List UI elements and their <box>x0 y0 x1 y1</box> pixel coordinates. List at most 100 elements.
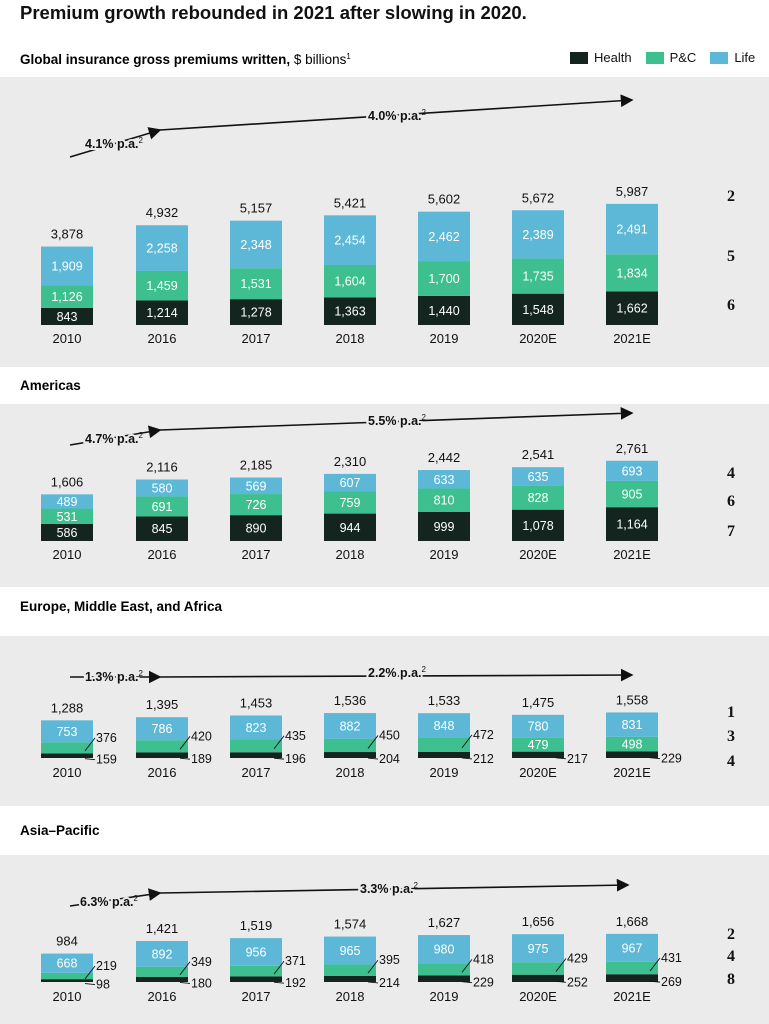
bar-label-2-3-1: 450 <box>379 728 400 742</box>
category-label-3-4: 2019 <box>430 989 459 1004</box>
label-leader-2-6-0 <box>649 757 661 760</box>
cagr-arrow-long-3 <box>159 878 630 894</box>
cagr-life-0: 2 <box>727 188 735 205</box>
category-label-0-0: 2010 <box>53 331 82 346</box>
bar-label-2-2-2: 823 <box>246 721 267 735</box>
bar-label-1-6-0: 1,164 <box>616 518 647 532</box>
bar-total-2-2: 1,453 <box>240 695 273 710</box>
bar-segment-1-0-pc <box>41 508 93 524</box>
bar-label-3-3-2: 965 <box>340 944 361 958</box>
cagr-label-short-1: 4.7% p.a.2 <box>85 431 144 446</box>
label-leader-2-1-1 <box>179 736 191 750</box>
bar-total-0-0: 3,878 <box>51 227 84 242</box>
bar-total-2-3: 1,536 <box>334 693 367 708</box>
bar-label-3-0-2: 668 <box>57 957 78 971</box>
bar-segment-3-2-life <box>230 938 282 966</box>
cagr-arrow-short-3 <box>69 888 162 907</box>
bar-label-3-0-1: 219 <box>96 959 117 973</box>
bar-total-1-5: 2,541 <box>522 447 555 462</box>
label-leader-3-6-1 <box>649 957 661 972</box>
label-leader-3-0-1 <box>84 965 96 980</box>
bar-segment-0-4-life <box>418 211 470 262</box>
bar-label-1-6-2: 693 <box>622 464 643 478</box>
bar-label-3-6-0: 269 <box>661 975 682 989</box>
bar-label-0-2-1: 1,531 <box>240 277 271 291</box>
bar-segment-2-0-health <box>41 753 93 758</box>
category-label-0-2: 2017 <box>242 331 271 346</box>
bar-segment-0-2-pc <box>230 268 282 300</box>
bar-label-1-0-0: 586 <box>57 526 78 540</box>
bar-segment-1-4-pc <box>418 488 470 512</box>
bar-segment-3-2-pc <box>230 965 282 977</box>
bar-label-1-3-0: 944 <box>340 521 361 535</box>
bar-segment-1-1-pc <box>136 496 188 517</box>
chart-title-2: Europe, Middle East, and Africa <box>20 599 223 614</box>
category-label-0-6: 2021E <box>613 331 651 346</box>
bar-segment-2-1-pc <box>136 740 188 753</box>
bar-segment-0-2-life <box>230 220 282 269</box>
bar-segment-2-3-health <box>324 752 376 758</box>
bar-label-1-4-1: 810 <box>434 494 455 508</box>
bar-label-1-4-0: 999 <box>434 520 455 534</box>
label-leader-3-4-1 <box>461 959 473 973</box>
bar-label-3-4-2: 980 <box>434 943 455 957</box>
bar-label-3-2-1: 371 <box>285 954 306 968</box>
bar-segment-1-2-pc <box>230 494 282 516</box>
bar-segment-0-3-life <box>324 215 376 265</box>
bar-segment-2-0-life <box>41 720 93 743</box>
category-label-3-1: 2016 <box>148 989 177 1004</box>
bar-total-3-6: 1,668 <box>616 914 649 929</box>
bar-label-0-4-1: 1,700 <box>428 272 459 286</box>
category-label-0-5: 2020E <box>519 331 557 346</box>
label-leader-3-1-0 <box>179 981 191 984</box>
bar-label-2-6-2: 831 <box>622 718 643 732</box>
bar-segment-3-5-life <box>512 934 564 963</box>
label-leader-3-5-0 <box>555 980 567 983</box>
label-leader-3-2-0 <box>273 981 285 984</box>
bar-total-0-2: 5,157 <box>240 201 273 216</box>
bar-total-1-3: 2,310 <box>334 454 367 469</box>
bar-label-2-3-0: 204 <box>379 752 400 766</box>
bar-total-0-5: 5,672 <box>522 190 555 205</box>
cagr-label-short-2: 1.3% p.a.2 <box>85 669 144 684</box>
bar-label-3-4-0: 229 <box>473 976 494 990</box>
label-leader-2-1-0 <box>179 757 191 760</box>
bar-label-0-3-1: 1,604 <box>334 275 365 289</box>
label-leader-3-1-1 <box>179 961 191 976</box>
bar-label-1-1-0: 845 <box>152 522 173 536</box>
bar-segment-2-5-pc <box>512 737 564 752</box>
bar-segment-1-3-pc <box>324 491 376 514</box>
bar-total-3-4: 1,627 <box>428 915 461 930</box>
bar-label-0-2-2: 2,348 <box>240 238 271 252</box>
label-leader-2-2-1 <box>273 735 285 750</box>
bar-segment-3-4-health <box>418 975 470 982</box>
chart-title-1: Americas <box>20 378 81 393</box>
bar-segment-1-6-life <box>606 460 658 481</box>
bar-segment-3-6-pc <box>606 961 658 975</box>
bar-label-3-6-2: 967 <box>622 941 643 955</box>
bar-total-3-0: 984 <box>56 934 78 949</box>
bar-label-1-3-1: 759 <box>340 496 361 510</box>
category-label-1-6: 2021E <box>613 547 651 562</box>
bar-segment-3-6-health <box>606 974 658 982</box>
bar-segment-2-2-life <box>230 715 282 740</box>
bar-segment-0-1-life <box>136 225 188 271</box>
bar-segment-0-3-health <box>324 297 376 325</box>
bar-label-2-0-0: 159 <box>96 753 117 767</box>
chart-legend: Health P&C Life <box>570 50 755 65</box>
bar-total-1-4: 2,442 <box>428 450 461 465</box>
bar-segment-0-4-health <box>418 295 470 325</box>
bar-label-2-1-2: 786 <box>152 722 173 736</box>
bar-total-2-4: 1,533 <box>428 693 461 708</box>
bar-label-1-3-2: 607 <box>340 476 361 490</box>
bar-label-3-0-0: 98 <box>96 978 110 992</box>
bar-total-3-3: 1,574 <box>334 917 367 932</box>
bar-segment-1-5-life <box>512 467 564 486</box>
bar-label-3-4-1: 418 <box>473 952 494 966</box>
bar-total-1-1: 2,116 <box>146 460 178 475</box>
bar-segment-2-0-pc <box>41 742 93 754</box>
bar-segment-2-4-life <box>418 713 470 738</box>
cagr-health-2: 4 <box>727 753 735 770</box>
category-label-3-6: 2021E <box>613 989 651 1004</box>
bar-label-0-0-2: 1,909 <box>51 259 82 273</box>
